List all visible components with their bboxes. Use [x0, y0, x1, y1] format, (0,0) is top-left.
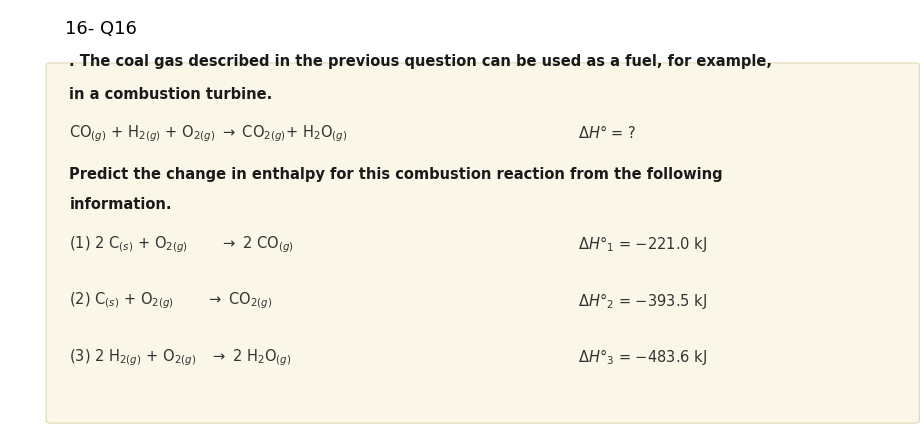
Text: $\Delta H°_1$ = $-$221.0 kJ: $\Delta H°_1$ = $-$221.0 kJ — [578, 234, 707, 254]
Text: in a combustion turbine.: in a combustion turbine. — [69, 87, 273, 102]
Text: (1) 2 C$_{(s)}$ + O$_{2(g)}$       $\rightarrow$ 2 CO$_{(g)}$: (1) 2 C$_{(s)}$ + O$_{2(g)}$ $\rightarro… — [69, 234, 294, 255]
Text: 16- Q16: 16- Q16 — [65, 20, 137, 37]
Text: . The coal gas described in the previous question can be used as a fuel, for exa: . The coal gas described in the previous… — [69, 54, 772, 69]
Text: $\Delta H°_3$ = $-$483.6 kJ: $\Delta H°_3$ = $-$483.6 kJ — [578, 347, 707, 367]
Text: (3) 2 H$_{2(g)}$ + O$_{2(g)}$   $\rightarrow$ 2 H$_2$O$_{(g)}$: (3) 2 H$_{2(g)}$ + O$_{2(g)}$ $\rightarr… — [69, 347, 292, 368]
Text: $\Delta H°_2$ = $-$393.5 kJ: $\Delta H°_2$ = $-$393.5 kJ — [578, 291, 707, 311]
Text: Predict the change in enthalpy for this combustion reaction from the following: Predict the change in enthalpy for this … — [69, 167, 723, 182]
Text: information.: information. — [69, 197, 172, 213]
FancyBboxPatch shape — [46, 63, 919, 423]
Text: $\Delta H°$ = ?: $\Delta H°$ = ? — [578, 124, 636, 141]
Text: (2) C$_{(s)}$ + O$_{2(g)}$       $\rightarrow$ CO$_{2(g)}$: (2) C$_{(s)}$ + O$_{2(g)}$ $\rightarrow$… — [69, 291, 273, 311]
Text: CO$_{(g)}$ + H$_{2(g)}$ + O$_{2(g)}$ $\rightarrow$ CO$_{2(g)}$+ H$_2$O$_{(g)}$: CO$_{(g)}$ + H$_{2(g)}$ + O$_{2(g)}$ $\r… — [69, 124, 347, 144]
